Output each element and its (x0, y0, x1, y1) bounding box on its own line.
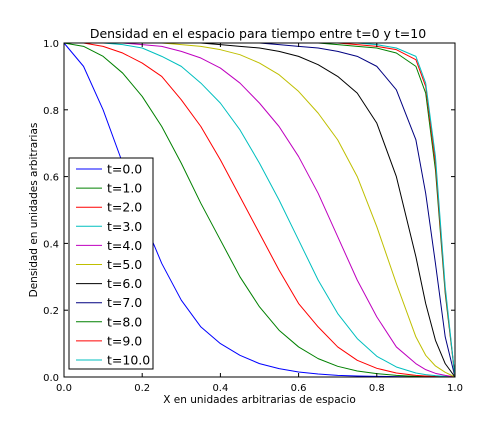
legend-label-3: t=3.0 (107, 219, 142, 234)
y-tick-label-1: 0.2 (43, 306, 59, 317)
x-tick-label-3: 0.6 (291, 383, 307, 394)
plot-frame (63, 42, 456, 378)
legend-label-9: t=9.0 (107, 333, 142, 348)
legend-items: t=0.0 t=1.0 t=2.0 t=3.0 t=4.0 t=5.0 t=6.0 t=7.0… (76, 162, 150, 368)
legend-label-4: t=4.0 (107, 238, 142, 253)
series-line-4 (64, 42, 456, 378)
legend: t=0.0 t=1.0 t=2.0 t=3.0 t=4.0 t=5.0 t=6.0 t=7.0… (68, 157, 154, 370)
x-tick-label-5: 1.0 (447, 383, 463, 394)
y-tick-label-4: 0.8 (43, 106, 59, 117)
y-tick-label-0: 0.0 (43, 373, 59, 384)
y-tick-label-3: 0.6 (43, 173, 59, 184)
series-line-1 (63, 42, 456, 378)
legend-label-8: t=8.0 (107, 314, 142, 329)
legend-box (68, 157, 154, 370)
x-tick-label-0: 0.0 (56, 383, 72, 394)
ticks-layer: 0.0 0.2 0.4 0.6 0.8 1.0 0.0 0.2 0.4 0.6 0.8 1.0 (43, 39, 463, 394)
series-line-2 (64, 42, 456, 378)
series-line-3 (64, 42, 456, 378)
y-tick-label-5: 1.0 (43, 39, 59, 50)
x-axis-label: X en unidades arbitrarias de espacio (163, 394, 356, 406)
legend-label-6: t=6.0 (107, 276, 142, 291)
x-tick-label-1: 0.2 (134, 383, 150, 394)
legend-label-5: t=5.0 (107, 257, 142, 272)
x-tick-label-4: 0.8 (369, 383, 385, 394)
legend-label-0: t=0.0 (107, 162, 142, 177)
chart-title: Densidad en el espacio para tiempo entre… (90, 26, 426, 41)
legend-label-2: t=2.0 (107, 200, 142, 215)
legend-label-7: t=7.0 (107, 295, 142, 310)
x-tick-label-2: 0.4 (212, 383, 228, 394)
y-axis-label: Densidad en unidades arbitrarias (28, 123, 40, 298)
legend-label-1: t=1.0 (107, 181, 142, 196)
y-tick-label-2: 0.4 (43, 239, 59, 250)
legend-label-10: t=10.0 (107, 353, 150, 368)
